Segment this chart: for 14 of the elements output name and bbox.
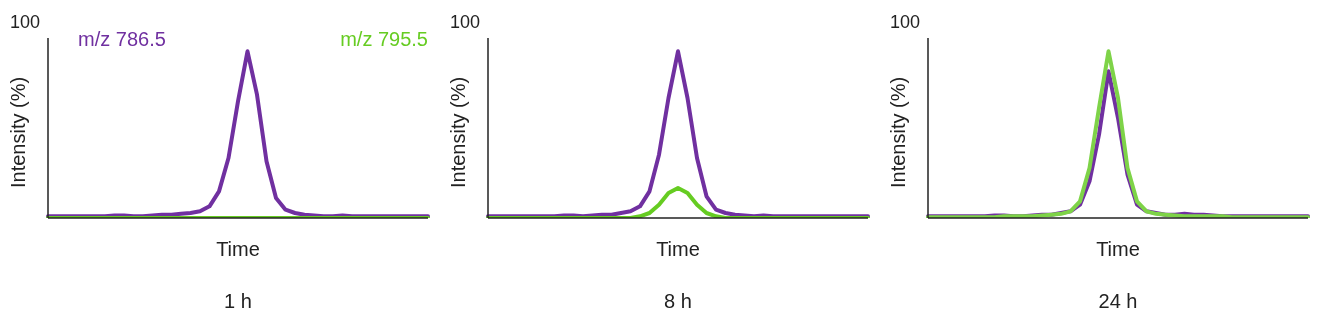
x-axis-title: Time bbox=[216, 238, 260, 260]
text: 100 bbox=[890, 12, 921, 33]
y-axis-title: Intensity (%) bbox=[7, 76, 30, 188]
text: m/z 786.5 bbox=[78, 28, 166, 51]
text: 100 bbox=[450, 12, 481, 33]
text: 24 h bbox=[1097, 290, 1139, 313]
text: m/z 795.5 bbox=[340, 28, 428, 51]
y-axis-title: Intensity (%) bbox=[887, 76, 910, 188]
x-axis-title: Time bbox=[656, 238, 700, 260]
text: 1 h bbox=[223, 290, 253, 313]
y-axis-title: Intensity (%) bbox=[447, 76, 470, 188]
text: 100 bbox=[10, 12, 41, 33]
x-axis-title: Time bbox=[1096, 238, 1140, 260]
text: 8 h bbox=[663, 290, 693, 313]
